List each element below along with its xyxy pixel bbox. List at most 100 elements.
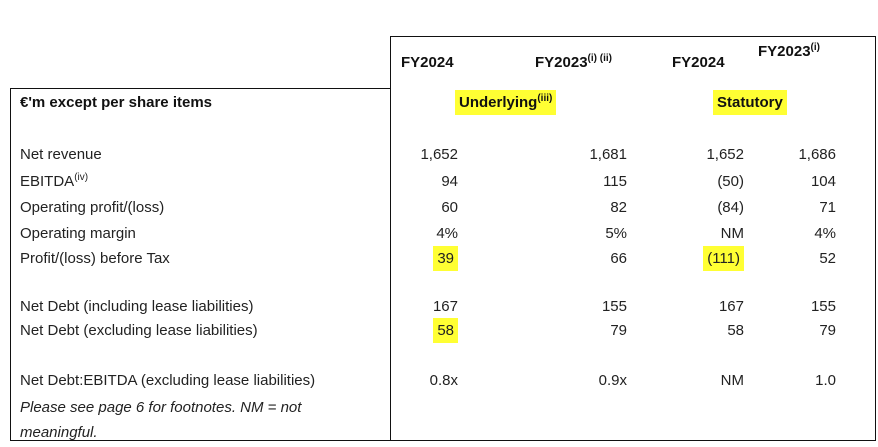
group-label: Statutory [713, 90, 787, 115]
cell-value: 104 [810, 173, 836, 190]
column-header: FY2024 [672, 54, 725, 72]
cell: 167 [368, 298, 458, 316]
cell-value: 115 [603, 173, 627, 190]
cell-value: 1,652 [706, 146, 744, 163]
cell: 79 [537, 322, 627, 340]
cell-value: NM [720, 372, 744, 389]
column-label: FY2023 [758, 43, 811, 60]
cell: (84) [654, 199, 744, 217]
cell-value: 1,681 [589, 146, 627, 163]
cell: 79 [746, 322, 836, 340]
cell: 71 [746, 199, 836, 217]
cell-value: 58 [433, 318, 458, 343]
cell: (50) [654, 173, 744, 191]
cell: 94 [368, 173, 458, 191]
row-label-text: Net Debt (including lease liabilities) [20, 298, 254, 315]
column-label: FY2023 [535, 54, 588, 71]
row-label-text: EBITDA [20, 173, 75, 190]
cell: 58 [654, 322, 744, 340]
row-label: Net Debt (excluding lease liabilities) [20, 322, 258, 340]
cell-value: 52 [819, 250, 836, 267]
cell-value: 1.0 [815, 372, 836, 389]
row-label: Profit/(loss) before Tax [20, 250, 170, 268]
group-label: Underlying [459, 94, 538, 111]
cell-value: 60 [441, 199, 458, 216]
cell: (111) [654, 246, 744, 271]
row-label-text: Operating profit/(loss) [20, 199, 165, 216]
cell: 4% [746, 225, 836, 243]
cell-value: (111) [703, 246, 744, 271]
cell-value: 4% [436, 225, 458, 242]
cell: 1,681 [537, 146, 627, 164]
cell-value: 5% [605, 225, 627, 242]
cell: 5% [537, 225, 627, 243]
cell: 1,652 [654, 146, 744, 164]
cell-value: 79 [819, 322, 836, 339]
cell-value: 155 [810, 298, 836, 315]
cell: 58 [368, 318, 458, 343]
row-label-text: Net Debt (excluding lease liabilities) [20, 322, 258, 339]
row-label-text: Net Debt:EBITDA (excluding lease liabili… [20, 372, 316, 389]
cell: 1,686 [746, 146, 836, 164]
cell-value: 167 [718, 298, 744, 315]
cell-value: 4% [814, 225, 836, 242]
cell-value: (50) [717, 173, 744, 190]
cell: 167 [654, 298, 744, 316]
column-header: FY2023(i) (ii) [535, 54, 612, 72]
cell: 4% [368, 225, 458, 243]
cell: 155 [746, 298, 836, 316]
cell-value: 1,686 [798, 146, 836, 163]
cell-value: 58 [727, 322, 744, 339]
cell-value: (84) [717, 199, 744, 216]
cell-value: 1,652 [420, 146, 458, 163]
cell: 104 [746, 173, 836, 191]
cell-value: 39 [433, 246, 458, 271]
cell-value: 167 [432, 298, 458, 315]
column-label: FY2024 [401, 54, 454, 71]
cell: 39 [368, 246, 458, 271]
group-sup: (iii) [537, 93, 553, 104]
row-label: Net Debt:EBITDA (excluding lease liabili… [20, 372, 315, 390]
cell: 0.8x [368, 372, 458, 390]
column-sup: (i) (ii) [587, 53, 612, 64]
cell: 52 [746, 250, 836, 268]
cell: 60 [368, 199, 458, 217]
group-header: Statutory [713, 90, 787, 115]
group-header: Underlying(iii) [455, 90, 557, 115]
row-label: Operating margin [20, 225, 136, 243]
row-label-text: Profit/(loss) before Tax [20, 250, 170, 267]
row-label-text: Net revenue [20, 146, 102, 163]
row-label-text: Operating margin [20, 225, 136, 242]
row-label-sup: (iv) [74, 172, 89, 183]
cell-value: 71 [819, 199, 836, 216]
column-header: FY2024 [401, 54, 454, 72]
cell-value: 66 [610, 250, 627, 267]
table-caption: €'m except per share items [20, 94, 212, 111]
cell-value: 79 [610, 322, 627, 339]
row-label: Net Debt (including lease liabilities) [20, 298, 253, 316]
row-label: Net revenue [20, 146, 102, 164]
cell-value: 94 [441, 173, 458, 190]
cell-value: 155 [601, 298, 627, 315]
cell: 1,652 [368, 146, 458, 164]
cell-value: 0.9x [598, 372, 627, 389]
row-label: Operating profit/(loss) [20, 199, 164, 217]
footnote: Please see page 6 for footnotes. NM = no… [20, 399, 302, 441]
right-box [390, 36, 876, 441]
cell: 66 [537, 250, 627, 268]
cell-value: 82 [610, 199, 627, 216]
row-label: EBITDA(iv) [20, 173, 88, 191]
column-sup: (i) [810, 42, 820, 53]
cell: 155 [537, 298, 627, 316]
cell-value: NM [720, 225, 744, 242]
cell: 82 [537, 199, 627, 217]
cell: 1.0 [746, 372, 836, 390]
column-header: FY2023(i) [758, 43, 820, 61]
cell: NM [654, 372, 744, 390]
cell: 115 [537, 173, 627, 191]
column-label: FY2024 [672, 54, 725, 71]
cell: 0.9x [537, 372, 627, 390]
cell-value: 0.8x [429, 372, 458, 389]
cell: NM [654, 225, 744, 243]
